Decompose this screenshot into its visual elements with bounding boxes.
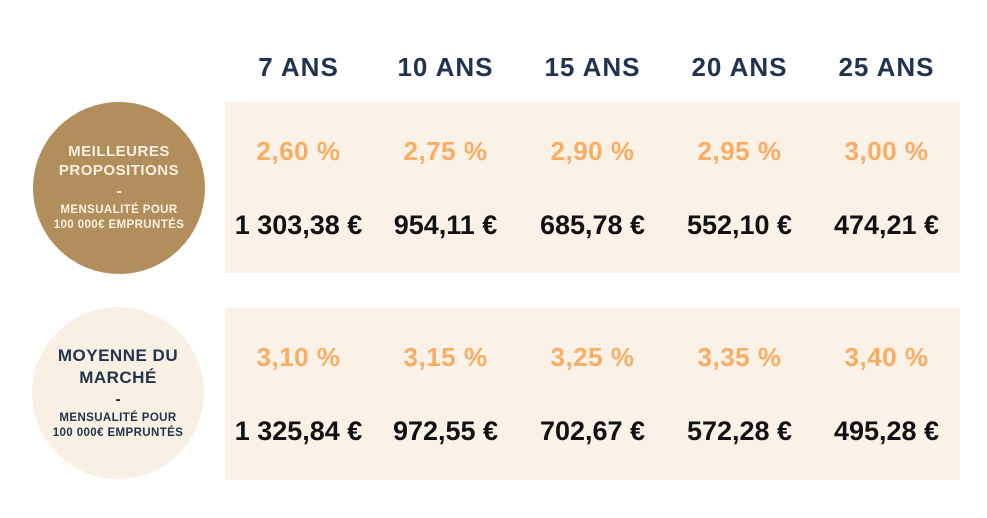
market-average-rates-row: 3,10 % 3,15 % 3,25 % 3,35 % 3,40 % xyxy=(225,341,960,373)
payment-value: 702,67 € xyxy=(539,416,646,446)
rate-value: 2,60 % xyxy=(256,136,341,166)
column-headers: 7 ANS 10 ANS 15 ANS 20 ANS 25 ANS xyxy=(225,52,960,82)
payment-value: 972,55 € xyxy=(392,416,499,446)
payment-value: 474,21 € xyxy=(833,210,940,240)
market-average-badge: MOYENNE DU MARCHÉ - MENSUALITÉ POUR 100 … xyxy=(32,307,204,479)
rate-value: 3,10 % xyxy=(256,342,341,372)
rate-value: 3,35 % xyxy=(697,342,782,372)
rate-value: 2,90 % xyxy=(550,136,635,166)
column-header-7-ans: 7 ANS xyxy=(258,52,339,82)
best-offers-badge: MEILLEURES PROPOSITIONS - MENSUALITÉ POU… xyxy=(33,102,205,274)
best-offers-badge-title: MEILLEURES PROPOSITIONS xyxy=(58,142,180,179)
column-header-15-ans: 15 ANS xyxy=(544,52,641,82)
payment-value: 572,28 € xyxy=(686,416,793,446)
rate-value: 3,25 % xyxy=(550,342,635,372)
payment-value: 495,28 € xyxy=(833,416,940,446)
market-average-panel: 3,10 % 3,15 % 3,25 % 3,35 % 3,40 % 1 325… xyxy=(225,308,960,480)
rate-value: 2,95 % xyxy=(697,136,782,166)
best-offers-rates-row: 2,60 % 2,75 % 2,90 % 2,95 % 3,00 % xyxy=(225,135,960,167)
payment-value: 1 303,38 € xyxy=(234,210,363,240)
best-offers-panel: 2,60 % 2,75 % 2,90 % 2,95 % 3,00 % 1 303… xyxy=(225,102,960,273)
market-average-badge-subtitle: MENSUALITÉ POUR 100 000€ EMPRUNTÉS xyxy=(52,411,184,439)
market-average-badge-title: MOYENNE DU MARCHÉ xyxy=(57,346,179,387)
best-offers-payments-row: 1 303,38 € 954,11 € 685,78 € 552,10 € 47… xyxy=(225,208,960,242)
column-header-25-ans: 25 ANS xyxy=(838,52,935,82)
rate-value: 2,75 % xyxy=(403,136,488,166)
rate-value: 3,00 % xyxy=(844,136,929,166)
payment-value: 552,10 € xyxy=(686,210,793,240)
payment-value: 685,78 € xyxy=(539,210,646,240)
rate-value: 3,40 % xyxy=(844,342,929,372)
badge-separator-dash: - xyxy=(116,183,122,201)
payment-value: 954,11 € xyxy=(393,210,498,240)
payment-value: 1 325,84 € xyxy=(234,416,363,446)
column-header-10-ans: 10 ANS xyxy=(397,52,494,82)
market-average-payments-row: 1 325,84 € 972,55 € 702,67 € 572,28 € 49… xyxy=(225,414,960,448)
badge-separator-dash: - xyxy=(115,390,121,408)
column-header-20-ans: 20 ANS xyxy=(691,52,788,82)
rate-value: 3,15 % xyxy=(403,342,488,372)
best-offers-badge-subtitle: MENSUALITÉ POUR 100 000€ EMPRUNTÉS xyxy=(53,204,185,232)
